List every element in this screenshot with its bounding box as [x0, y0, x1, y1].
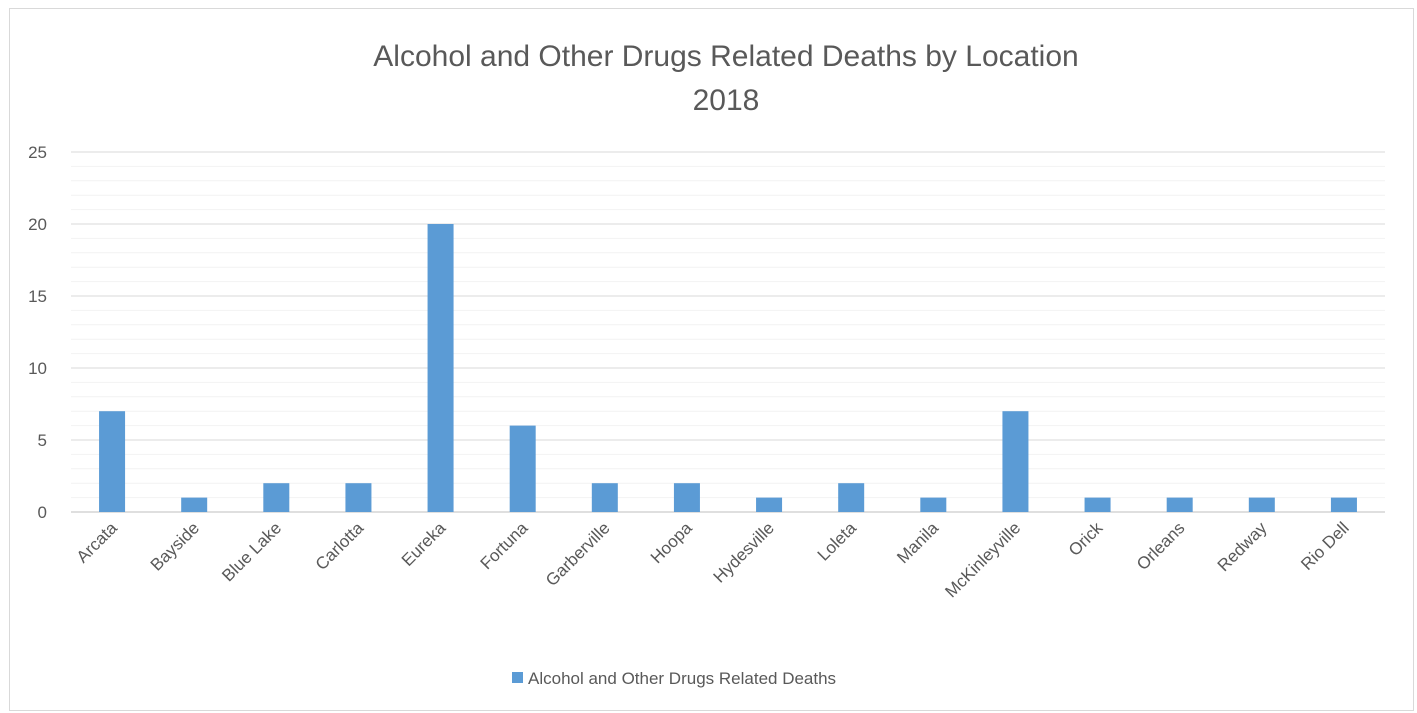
y-tick-label: 25 [28, 143, 47, 162]
chart-title: Alcohol and Other Drugs Related Deaths b… [373, 40, 1078, 73]
legend: Alcohol and Other Drugs Related Deaths [512, 669, 836, 688]
bar [1330, 497, 1357, 512]
chart-subtitle: 2018 [693, 84, 760, 117]
y-tick-label: 10 [28, 359, 47, 378]
y-tick-label: 0 [38, 503, 47, 522]
x-axis-tick-labels: Arcata Bayside Blue Lake Carlotta Eureka Fort… [73, 518, 1353, 601]
bar [591, 483, 618, 512]
bar [756, 497, 783, 512]
bar [673, 483, 700, 512]
bar [427, 224, 454, 512]
x-tick-label: Hydesville [710, 518, 778, 586]
x-tick-label: Arcata [73, 518, 122, 567]
chart-frame [9, 8, 1414, 711]
bars [99, 224, 1357, 512]
x-tick-label: Eureka [398, 518, 450, 570]
x-tick-label: McKinleyville [941, 518, 1024, 601]
bar [838, 483, 865, 512]
x-tick-label: Blue Lake [218, 518, 285, 585]
gridlines [71, 151, 1385, 513]
bar [181, 497, 208, 512]
x-tick-label: Orleans [1133, 518, 1189, 574]
y-tick-label: 15 [28, 287, 47, 306]
bar [509, 425, 536, 512]
bar [1002, 411, 1029, 512]
bar [99, 411, 126, 512]
y-tick-label: 20 [28, 215, 47, 234]
x-tick-label: Bayside [147, 518, 203, 574]
x-tick-label: Manila [893, 518, 942, 567]
bar [920, 497, 947, 512]
bar [1084, 497, 1111, 512]
x-tick-label: Fortuna [477, 518, 532, 573]
x-tick-label: Redway [1214, 518, 1271, 575]
y-axis-tick-labels: 0 5 10 15 20 25 [28, 143, 47, 522]
legend-label: Alcohol and Other Drugs Related Deaths [528, 669, 836, 688]
x-tick-label: Garberville [542, 518, 614, 590]
x-tick-label: Hoopa [647, 518, 696, 567]
x-tick-label: Carlotta [312, 518, 368, 574]
x-tick-label: Loleta [814, 518, 861, 565]
bar [263, 483, 290, 512]
bar [1248, 497, 1275, 512]
x-tick-label: Orick [1065, 518, 1107, 560]
bar [345, 483, 372, 512]
y-tick-label: 5 [38, 431, 47, 450]
bar [1166, 497, 1193, 512]
x-tick-label: Rio Dell [1297, 518, 1353, 574]
legend-swatch [512, 672, 523, 683]
